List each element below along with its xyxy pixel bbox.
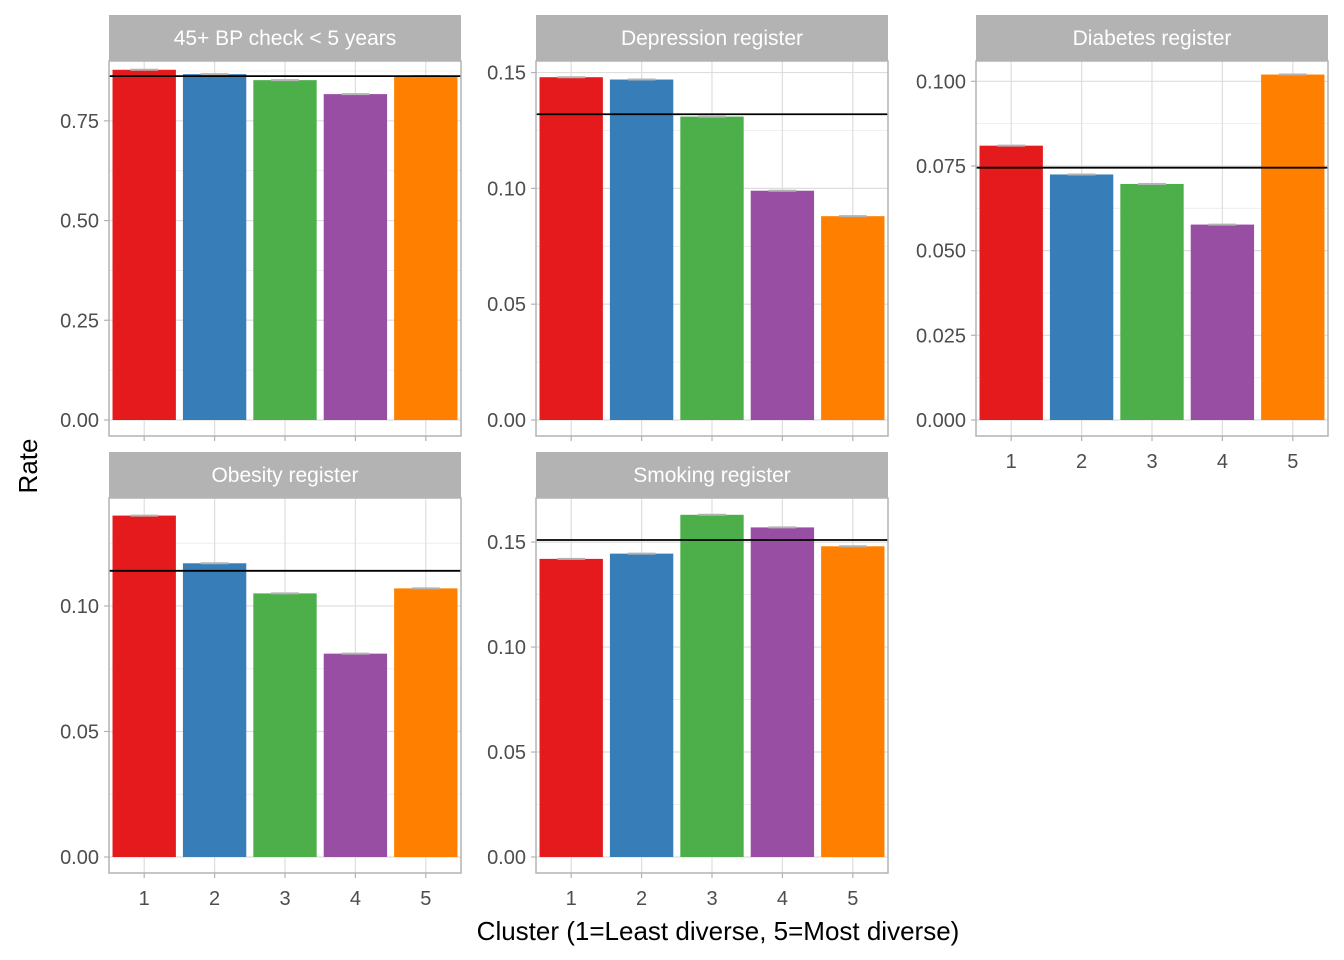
x-axis-title: Cluster (1=Least diverse, 5=Most diverse… [477, 916, 960, 946]
y-tick-label: 0.75 [60, 111, 99, 133]
bar-cluster-3 [680, 514, 744, 857]
x-tick-label: 3 [279, 888, 290, 910]
y-tick-label: 0.00 [60, 847, 99, 869]
y-tick-label: 0.050 [916, 241, 966, 263]
bar-cluster-5 [394, 76, 458, 420]
facet-title: 45+ BP check < 5 years [174, 27, 397, 50]
y-tick-label: 0.00 [487, 847, 526, 869]
bar-cluster-2 [1049, 174, 1114, 420]
x-tick-label: 5 [847, 888, 858, 910]
y-tick-label: 0.25 [60, 310, 99, 332]
x-tick-label: 5 [1287, 451, 1298, 473]
x-tick-label: 4 [1217, 451, 1228, 473]
facet-panel-3: Diabetes register 0.000 0.025 0.050 0.075 0.1… [916, 15, 1329, 473]
bar-cluster-5 [821, 216, 885, 420]
y-tick-label: 0.10 [487, 178, 526, 200]
bar-cluster-5 [1261, 74, 1325, 420]
facet-panel-5: Smoking register 0.00 0.05 0.10 0.15 1 2 3 4 5 [487, 452, 889, 910]
bar-cluster-5 [821, 546, 885, 857]
y-tick-label: 0.00 [60, 410, 99, 432]
bar-cluster-1 [979, 145, 1043, 421]
y-tick-label: 0.10 [487, 637, 526, 659]
bar-cluster-1 [112, 515, 176, 857]
bar-cluster-4 [1190, 224, 1255, 420]
facet-panel-4: Obesity register 0.00 0.05 0.10 1 2 3 4 5 [60, 452, 462, 910]
facet-strip [109, 15, 461, 61]
y-tick-label: 0.10 [60, 596, 99, 618]
x-tick-label: 3 [706, 888, 717, 910]
y-tick-label: 0.05 [60, 721, 99, 743]
bar-cluster-3 [680, 116, 744, 420]
x-tick-label: 1 [566, 888, 577, 910]
y-tick-label: 0.000 [916, 410, 966, 432]
bar-cluster-4 [750, 527, 815, 857]
x-tick-label: 3 [1146, 451, 1157, 473]
bar-cluster-3 [253, 593, 317, 857]
facet-title: Diabetes register [1073, 27, 1232, 50]
facet-panel-1: 45+ BP check < 5 years 0.00 0.25 0.50 0.75 [60, 15, 462, 441]
y-tick-label: 0.00 [487, 410, 526, 432]
facet-strip [109, 452, 461, 498]
y-tick-label: 0.50 [60, 211, 99, 233]
bar-cluster-2 [609, 79, 674, 421]
facet-strip [536, 15, 888, 61]
bar-cluster-2 [182, 563, 247, 857]
bar-cluster-1 [539, 558, 603, 857]
y-tick-label: 0.05 [487, 294, 526, 316]
bar-cluster-4 [323, 653, 388, 857]
x-tick-label: 1 [139, 888, 150, 910]
facet-title: Smoking register [633, 464, 791, 487]
x-tick-label: 1 [1006, 451, 1017, 473]
bar-cluster-1 [539, 77, 603, 421]
y-tick-label: 0.15 [487, 63, 526, 85]
facet-strip [536, 452, 888, 498]
y-axis-title: Rate [13, 439, 43, 494]
x-tick-label: 4 [350, 888, 361, 910]
bar-cluster-2 [609, 553, 674, 857]
x-tick-label: 5 [420, 888, 431, 910]
y-tick-label: 0.100 [916, 71, 966, 93]
y-tick-label: 0.15 [487, 532, 526, 554]
bar-cluster-4 [750, 190, 815, 420]
bar-cluster-2 [182, 74, 247, 420]
y-tick-label: 0.05 [487, 742, 526, 764]
x-tick-label: 2 [209, 888, 220, 910]
facet-title: Obesity register [211, 464, 358, 487]
facet-title: Depression register [621, 27, 803, 50]
bar-cluster-4 [323, 94, 388, 420]
bar-cluster-5 [394, 588, 458, 857]
facet-strip [976, 15, 1328, 61]
bar-cluster-1 [112, 69, 176, 420]
bar-cluster-3 [1120, 183, 1184, 420]
x-tick-label: 4 [777, 888, 788, 910]
y-tick-label: 0.075 [916, 156, 966, 178]
x-tick-label: 2 [636, 888, 647, 910]
x-tick-label: 2 [1076, 451, 1087, 473]
facet-panel-2: Depression register 0.00 0.05 0.10 0.15 [487, 15, 889, 441]
y-tick-label: 0.025 [916, 325, 966, 347]
bar-cluster-3 [253, 80, 317, 420]
